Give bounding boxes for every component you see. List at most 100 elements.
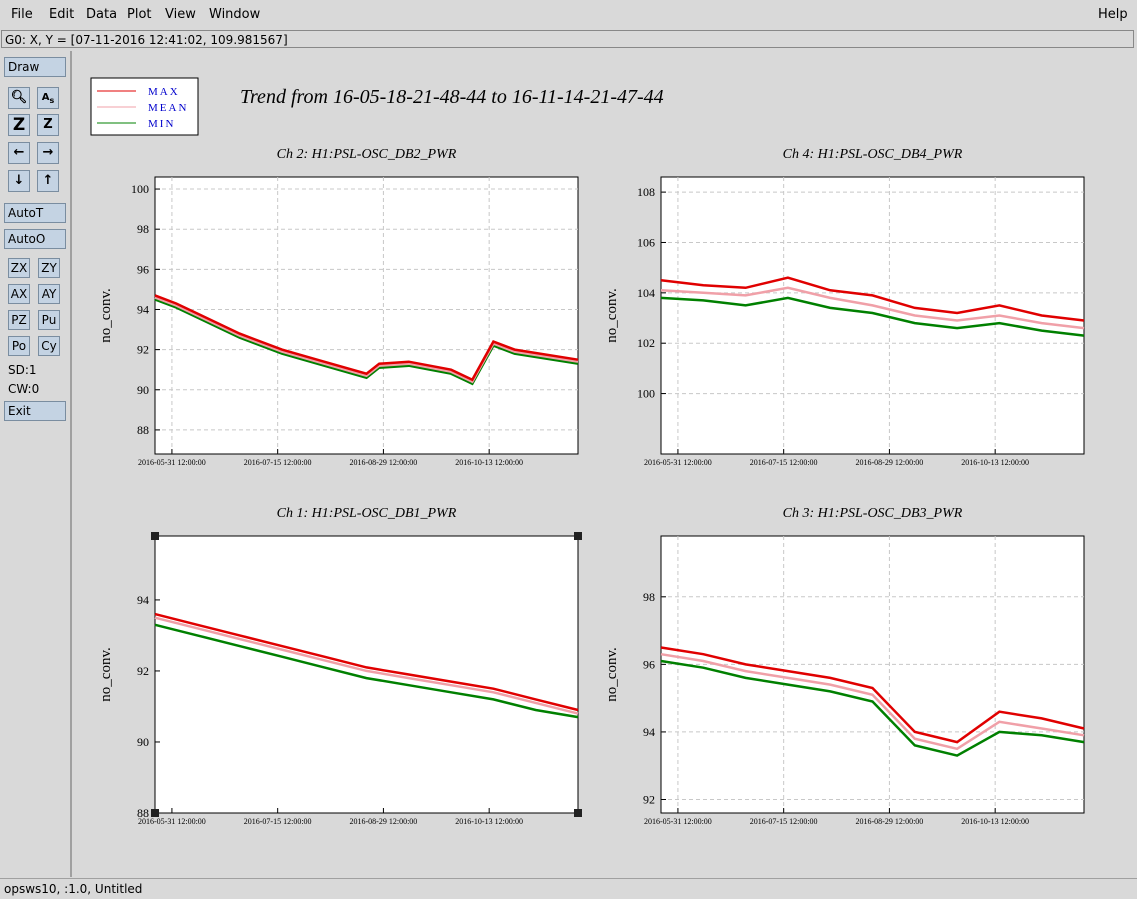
chart-panel-1[interactable]: Ch 2: H1:PSL-OSC_DB2_PWR 88 90 92 94 96 98 100 2… xyxy=(98,147,579,467)
arrow-left-icon[interactable]: ← xyxy=(8,142,30,164)
plot-area xyxy=(660,176,1085,455)
menu-view[interactable]: View xyxy=(165,7,196,22)
y-tick-label: 100 xyxy=(131,182,149,196)
ax-button[interactable]: AX xyxy=(8,284,30,304)
selection-handle[interactable] xyxy=(151,532,159,540)
selection-handle[interactable] xyxy=(151,809,159,817)
y-tick-label: 92 xyxy=(137,664,149,678)
ay-button[interactable]: AY xyxy=(38,284,60,304)
plot-svg: MAX MEAN MIN Trend from 16-05-18-21-48-4… xyxy=(72,51,1137,877)
exit-button[interactable]: Exit xyxy=(4,401,66,421)
zoom-z-icon[interactable]: Z xyxy=(37,114,59,136)
x-tick-label: 2016-07-15 12:00:00 xyxy=(750,817,818,826)
series-line-max xyxy=(660,646,1085,744)
x-tick-label: 2016-08-29 12:00:00 xyxy=(350,458,418,467)
chart-panel-2[interactable]: Ch 4: H1:PSL-OSC_DB4_PWR 100 102 104 106 108 2… xyxy=(604,147,1085,467)
chart-title: Ch 3: H1:PSL-OSC_DB3_PWR xyxy=(783,506,963,521)
autoo-button[interactable]: AutoO xyxy=(4,229,66,249)
zoom-z-bold-icon[interactable]: Z xyxy=(8,114,30,136)
menu-edit[interactable]: Edit xyxy=(49,7,75,22)
y-tick-label: 96 xyxy=(643,657,655,671)
selection-handle[interactable] xyxy=(574,809,582,817)
menu-window[interactable]: Window xyxy=(209,7,261,22)
chart-title: Ch 2: H1:PSL-OSC_DB2_PWR xyxy=(277,147,457,162)
chart-title: Ch 1: H1:PSL-OSC_DB1_PWR xyxy=(277,506,457,521)
chart-title: Ch 4: H1:PSL-OSC_DB4_PWR xyxy=(783,147,963,162)
series-line-min xyxy=(660,296,1085,337)
legend-label-min: MIN xyxy=(148,118,175,130)
cy-button[interactable]: Cy xyxy=(38,336,60,356)
arrow-down-icon[interactable]: ↓ xyxy=(8,170,30,192)
arrow-up-icon[interactable]: ↑ xyxy=(37,170,59,192)
y-tick-label: 108 xyxy=(637,185,655,199)
toolbar: Draw 🔍︎ As Z Z ← → ↓ ↑ AutoT AutoO ZX ZY… xyxy=(0,51,72,877)
arrow-right-icon[interactable]: → xyxy=(37,142,59,164)
x-tick-label: 2016-10-13 12:00:00 xyxy=(455,458,523,467)
po-button[interactable]: Po xyxy=(8,336,30,356)
x-tick-label: 2016-05-31 12:00:00 xyxy=(644,458,712,467)
series-line-mean xyxy=(660,652,1085,751)
plot-area xyxy=(154,176,579,455)
coordinate-readout: G0: X, Y = [07-11-2016 12:41:02, 109.981… xyxy=(1,30,1134,48)
zx-button[interactable]: ZX xyxy=(8,258,30,278)
cw-label: CW:0 xyxy=(8,382,40,396)
plot-canvas[interactable]: MAX MEAN MIN Trend from 16-05-18-21-48-4… xyxy=(72,51,1137,877)
legend-label-mean: MEAN xyxy=(148,102,188,114)
y-tick-label: 102 xyxy=(637,336,655,350)
y-axis-label: no_conv. xyxy=(98,288,114,342)
y-tick-label: 92 xyxy=(643,792,655,806)
series-line-min xyxy=(154,623,579,719)
autot-button[interactable]: AutoT xyxy=(4,203,66,223)
series-line-mean xyxy=(660,286,1085,330)
y-tick-label: 94 xyxy=(643,725,655,739)
y-tick-label: 98 xyxy=(643,590,655,604)
y-axis-label: no_conv. xyxy=(604,288,620,342)
series-line-max xyxy=(154,612,579,712)
menu-file[interactable]: File xyxy=(11,7,33,22)
y-tick-label: 92 xyxy=(137,343,149,357)
status-bar: opsws10, :1.0, Untitled xyxy=(0,878,1137,899)
menu-data[interactable]: Data xyxy=(86,7,118,22)
y-tick-label: 90 xyxy=(137,383,149,397)
menu-plot[interactable]: Plot xyxy=(127,7,152,22)
legend-label-max: MAX xyxy=(148,86,180,98)
pz-button[interactable]: PZ xyxy=(8,310,30,330)
series-line-max xyxy=(660,276,1085,322)
x-tick-label: 2016-05-31 12:00:00 xyxy=(138,458,206,467)
series-line-max xyxy=(154,294,579,382)
zy-button[interactable]: ZY xyxy=(38,258,60,278)
chart-panel-4[interactable]: Ch 3: H1:PSL-OSC_DB3_PWR 92 94 96 98 2016-05-… xyxy=(604,506,1085,826)
selection-handle[interactable] xyxy=(574,532,582,540)
x-tick-label: 2016-05-31 12:00:00 xyxy=(644,817,712,826)
y-tick-label: 98 xyxy=(137,222,149,236)
charts-group: Ch 2: H1:PSL-OSC_DB2_PWR 88 90 92 94 96 98 100 2… xyxy=(98,147,1085,826)
plot-area xyxy=(154,535,579,814)
x-tick-label: 2016-10-13 12:00:00 xyxy=(961,458,1029,467)
y-tick-label: 100 xyxy=(637,387,655,401)
magnify-icon[interactable]: 🔍︎ xyxy=(8,87,30,109)
y-tick-label: 94 xyxy=(137,593,149,607)
legend: MAX MEAN MIN xyxy=(90,77,199,136)
y-axis-label: no_conv. xyxy=(604,647,620,701)
draw-button[interactable]: Draw xyxy=(4,57,66,77)
text-a-icon[interactable]: As xyxy=(37,87,59,109)
x-tick-label: 2016-07-15 12:00:00 xyxy=(244,458,312,467)
x-tick-label: 2016-07-15 12:00:00 xyxy=(244,817,312,826)
y-tick-label: 90 xyxy=(137,735,149,749)
y-tick-label: 88 xyxy=(137,806,149,820)
y-tick-label: 106 xyxy=(637,235,655,249)
x-tick-label: 2016-05-31 12:00:00 xyxy=(138,817,206,826)
menu-bar: File Edit Data Plot View Window Help xyxy=(0,0,1137,28)
main-title: Trend from 16-05-18-21-48-44 to 16-11-14… xyxy=(240,86,664,108)
x-tick-label: 2016-08-29 12:00:00 xyxy=(856,458,924,467)
y-tick-label: 104 xyxy=(637,286,655,300)
y-tick-label: 94 xyxy=(137,302,149,316)
pu-button[interactable]: Pu xyxy=(38,310,60,330)
x-tick-label: 2016-10-13 12:00:00 xyxy=(961,817,1029,826)
menu-help[interactable]: Help xyxy=(1098,7,1128,22)
x-tick-label: 2016-08-29 12:00:00 xyxy=(856,817,924,826)
y-axis-label: no_conv. xyxy=(98,647,114,701)
chart-panel-3[interactable]: Ch 1: H1:PSL-OSC_DB1_PWR 88 90 92 94 2016-05-… xyxy=(98,506,582,826)
x-tick-label: 2016-10-13 12:00:00 xyxy=(455,817,523,826)
x-tick-label: 2016-08-29 12:00:00 xyxy=(350,817,418,826)
